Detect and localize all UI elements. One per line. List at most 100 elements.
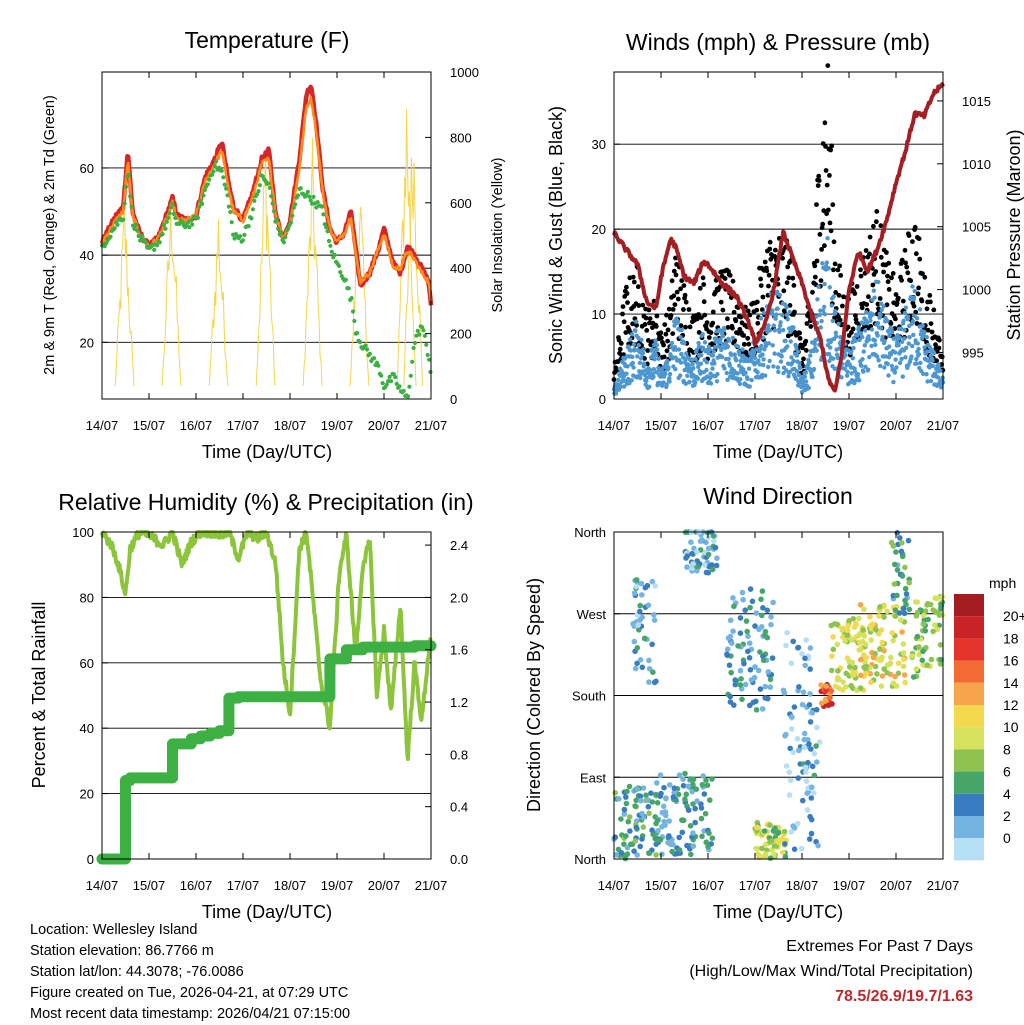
direction-dot [712,544,719,551]
direction-dot [816,739,823,745]
wind-dot [917,307,923,312]
direction-dot [922,608,929,614]
direction-dot [808,795,815,801]
wind-dot [635,354,640,359]
wind-dot [757,362,763,367]
direction-dot [637,608,643,615]
wind-dot [794,353,799,358]
wind-dot [775,306,780,311]
wind-dot [669,340,675,346]
direction-dot [703,777,709,783]
dewpoint-2m-dots [376,363,381,368]
wind-dot [860,357,865,362]
dewpoint-2m-dots [250,207,255,212]
gust-dot [893,292,899,297]
gust-dot [906,233,912,239]
wind-dot [698,371,703,376]
dewpoint-2m-dots [201,193,206,198]
direction-dot [782,841,788,847]
direction-dot [745,633,751,640]
temperature-ytick-right-label: 800 [450,130,472,145]
dewpoint-2m-dots [108,234,113,239]
wind-dot [864,320,870,326]
direction-dot [674,850,680,857]
dewpoint-2m-dots [322,222,327,227]
direction-dot [738,676,744,682]
direction-dot [679,829,686,836]
legend-swatch [954,727,984,750]
direction-dot [643,792,649,798]
dewpoint-2m-dots [195,215,200,220]
wind-dot [925,379,930,384]
direction-dot [651,612,657,618]
direction-dot [796,684,802,690]
dewpoint-2m-dots [389,379,394,384]
wind-dot [811,366,817,372]
wind-dot [819,318,824,324]
wind-dot [628,337,633,342]
gust-dot [696,330,702,335]
wind-dot [771,323,776,328]
precipitation-line [96,640,437,865]
wind-dot [767,358,772,364]
gust-dot [784,280,790,286]
wind-dot [920,323,925,328]
wind-dot [853,378,858,383]
direction-dot [663,812,669,819]
legend-label: 0 [1003,830,1011,846]
gust-dot [803,348,809,353]
direction-dot [690,801,696,807]
gust-dot [695,316,700,322]
wind-dot [696,344,702,349]
direction-dot [637,657,644,663]
direction-dot [694,568,700,574]
wind-dot [875,333,880,338]
wind-dot [684,351,689,356]
direction-dot [857,602,864,608]
direction-dot [762,841,769,848]
wind-dot [889,363,895,369]
dewpoint-2m-dots [205,182,210,187]
direction-dot [836,676,842,682]
direction-dot [685,783,691,790]
wind-dot [860,334,865,340]
dewpoint-2m-dots [166,215,171,220]
extremes-values: 78.5/26.9/19.7/1.63 [835,988,973,1005]
wind-dot [872,295,877,300]
gust-dot [893,316,898,322]
direction-dot [649,578,656,585]
wind-dot [725,377,730,382]
direction-ylabel: Direction (Colored By Speed) [524,578,544,812]
gust-dot [890,271,896,276]
direction-dot [641,635,648,642]
wind-dot [662,371,668,377]
winds-xtick-label: 15/07 [645,418,678,433]
wind-dot [850,356,855,361]
wind-dot [741,367,746,372]
dewpoint-2m-dots [425,352,430,358]
wind-dot [909,354,914,359]
wind-dot [720,334,726,339]
direction-xtick-label: 18/07 [786,878,819,893]
wind-dot [745,376,750,382]
direction-dot [621,841,627,847]
gust-dot [683,324,688,330]
direction-dot [646,850,652,856]
wind-dot [618,373,623,379]
direction-dot [749,598,756,605]
dewpoint-2m-dots [291,205,296,210]
wind-dot [861,369,866,374]
dewpoint-2m-dots [180,219,185,225]
dewpoint-2m-dots [298,186,303,191]
dewpoint-2m-dots [394,381,399,386]
wind-dot [914,316,920,321]
direction-dot [666,818,672,824]
wind-dot [866,334,871,339]
gust-dot [905,270,911,276]
legend-label: 20+ [1003,608,1024,624]
wind-dot [772,328,778,333]
direction-xlabel: Time (Day/UTC) [713,902,843,922]
direction-dot [762,851,769,857]
direction-dot [901,672,908,678]
